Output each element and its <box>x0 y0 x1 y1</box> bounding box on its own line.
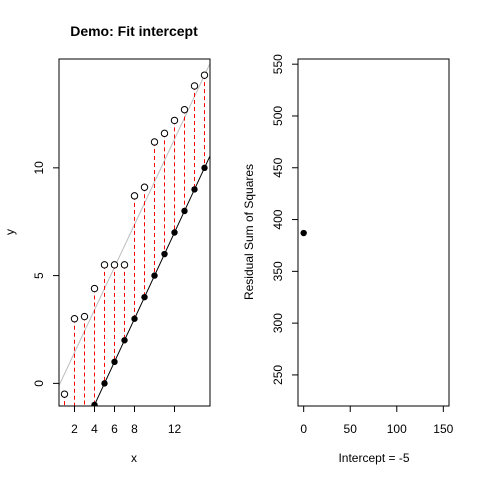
observed-point <box>180 105 189 114</box>
observed-point <box>80 312 89 321</box>
x-tick-label: 8 <box>131 422 138 436</box>
fitted-point <box>151 272 158 279</box>
left-plot-area <box>59 63 210 472</box>
observed-point <box>110 261 119 269</box>
observed-point <box>170 116 179 125</box>
right-plot-frame <box>297 58 450 407</box>
x-tick-label: 0 <box>300 422 307 436</box>
x-tick-label: 100 <box>387 422 407 436</box>
fitted-point <box>141 293 148 301</box>
rss-point <box>300 229 307 237</box>
fitted-point <box>111 358 118 366</box>
observed-point <box>90 284 99 293</box>
fitted-point <box>201 164 208 172</box>
y-tick-label: 300 <box>271 313 285 333</box>
left-y-axis-label: y <box>3 229 17 235</box>
observed-point <box>130 192 139 200</box>
y-tick-label: 10 <box>32 161 46 175</box>
x-tick-label: 6 <box>111 422 118 436</box>
observed-point <box>120 261 129 269</box>
left-y-axis: 0 5 10 <box>32 161 60 387</box>
y-tick-label: 5 <box>32 272 46 279</box>
observed-point <box>60 390 69 398</box>
x-tick-label: 150 <box>433 422 453 436</box>
y-tick-label: 400 <box>271 209 285 229</box>
left-panel: Demo: Fit intercept 2 4 6 8 12 0 5 10 x y <box>3 23 211 472</box>
right-x-axis-label: Intercept = -5 <box>338 451 409 465</box>
observed-point <box>70 315 79 323</box>
y-tick-label: 550 <box>271 54 285 74</box>
observed-point <box>100 261 109 269</box>
y-tick-label: 0 <box>32 380 46 387</box>
chart-title: Demo: Fit intercept <box>70 23 198 39</box>
y-tick-label: 500 <box>271 106 285 126</box>
observed-point <box>140 183 149 191</box>
observed-point <box>200 71 209 79</box>
left-x-axis: 2 4 6 8 12 <box>71 405 182 436</box>
fitted-point <box>181 207 188 215</box>
left-x-axis-label: x <box>131 451 137 465</box>
x-tick-label: 50 <box>344 422 358 436</box>
y-tick-label: 350 <box>271 261 285 281</box>
x-tick-label: 12 <box>168 422 182 436</box>
observed-point <box>150 138 159 146</box>
fitted-point <box>71 445 77 451</box>
fitted-point <box>161 250 168 258</box>
right-plot-area <box>300 229 307 237</box>
fitted-point <box>91 401 98 406</box>
y-tick-label: 450 <box>271 157 285 177</box>
right-y-axis: 250 300 350 400 450 500 550 <box>271 54 299 385</box>
fitted-point <box>61 466 67 472</box>
right-panel: 0 50 100 150 250 300 350 400 450 500 550 Intercep… <box>242 54 454 465</box>
fitted-point <box>81 423 87 429</box>
observed-point <box>160 129 169 138</box>
fitted-point <box>101 380 108 387</box>
fitted-point <box>121 337 128 344</box>
right-y-axis-label: Residual Sum of Squares <box>242 164 256 300</box>
x-tick-label: 2 <box>71 422 78 436</box>
right-x-axis: 0 50 100 150 <box>300 405 454 436</box>
fitted-point <box>191 186 198 193</box>
observed-point <box>190 82 199 90</box>
y-tick-label: 250 <box>271 365 285 385</box>
fitted-point <box>131 315 138 322</box>
fitted-point <box>171 229 178 236</box>
x-tick-label: 4 <box>91 422 98 436</box>
